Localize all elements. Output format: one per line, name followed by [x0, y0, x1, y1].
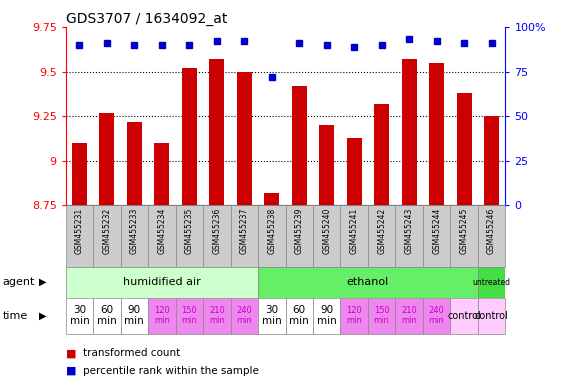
Bar [374, 104, 389, 384]
Text: GSM455231: GSM455231 [75, 207, 84, 253]
Text: ■: ■ [66, 348, 76, 358]
Bar [286, 298, 313, 334]
Text: 150
min: 150 min [182, 306, 197, 325]
Bar [66, 298, 93, 334]
Bar [340, 205, 368, 267]
Bar [182, 68, 197, 384]
Bar [395, 298, 423, 334]
Text: GSM455238: GSM455238 [267, 207, 276, 253]
Text: GSM455235: GSM455235 [185, 207, 194, 254]
Bar [93, 205, 120, 267]
Bar [478, 298, 505, 334]
Text: GSM455237: GSM455237 [240, 207, 249, 254]
Text: GSM455245: GSM455245 [460, 207, 469, 254]
Text: ▶: ▶ [39, 277, 46, 287]
Text: 240
min: 240 min [236, 306, 252, 325]
Text: GSM455236: GSM455236 [212, 207, 222, 254]
Text: percentile rank within the sample: percentile rank within the sample [83, 366, 259, 376]
Bar [127, 121, 142, 384]
Bar [319, 125, 334, 384]
Bar [203, 205, 231, 267]
Text: 90
min: 90 min [124, 305, 144, 326]
Text: 30
min: 30 min [262, 305, 282, 326]
Text: GSM455246: GSM455246 [487, 207, 496, 254]
Text: 210
min: 210 min [401, 306, 417, 325]
Bar [120, 205, 148, 267]
Bar [286, 205, 313, 267]
Bar [457, 93, 472, 384]
Bar [66, 205, 93, 267]
Text: control: control [447, 311, 481, 321]
Bar [395, 205, 423, 267]
Text: untreated: untreated [473, 278, 510, 287]
Bar [148, 298, 176, 334]
Bar [423, 298, 451, 334]
Text: GSM455240: GSM455240 [322, 207, 331, 254]
Bar [148, 205, 176, 267]
Text: GSM455239: GSM455239 [295, 207, 304, 254]
Text: 150
min: 150 min [374, 306, 389, 325]
Text: control: control [475, 311, 508, 321]
Bar [231, 298, 258, 334]
Text: 120
min: 120 min [346, 306, 362, 325]
Text: GSM455242: GSM455242 [377, 207, 386, 253]
Bar [258, 205, 286, 267]
Bar [66, 267, 258, 298]
Bar [292, 86, 307, 384]
Bar [313, 205, 340, 267]
Bar [72, 143, 87, 384]
Text: transformed count: transformed count [83, 348, 180, 358]
Bar [176, 298, 203, 334]
Bar [451, 205, 478, 267]
Bar [231, 205, 258, 267]
Text: GSM455243: GSM455243 [405, 207, 413, 254]
Bar [340, 298, 368, 334]
Bar [478, 267, 505, 298]
Bar [93, 298, 120, 334]
Text: ■: ■ [66, 366, 76, 376]
Bar [258, 298, 286, 334]
Text: 120
min: 120 min [154, 306, 170, 325]
Text: GSM455232: GSM455232 [102, 207, 111, 253]
Text: 240
min: 240 min [429, 306, 445, 325]
Bar [429, 63, 444, 384]
Bar [451, 298, 478, 334]
Bar [258, 267, 478, 298]
Bar [484, 116, 499, 384]
Bar [176, 205, 203, 267]
Bar [368, 205, 395, 267]
Bar [203, 298, 231, 334]
Bar [401, 59, 417, 384]
Bar [313, 298, 340, 334]
Bar [154, 143, 170, 384]
Text: 90
min: 90 min [317, 305, 336, 326]
Text: 210
min: 210 min [209, 306, 225, 325]
Text: humidified air: humidified air [123, 277, 201, 287]
Bar [347, 137, 362, 384]
Bar [423, 205, 451, 267]
Text: 60
min: 60 min [289, 305, 309, 326]
Bar [99, 113, 114, 384]
Text: GSM455244: GSM455244 [432, 207, 441, 254]
Text: time: time [3, 311, 28, 321]
Text: GSM455241: GSM455241 [349, 207, 359, 253]
Text: 60
min: 60 min [97, 305, 116, 326]
Text: ethanol: ethanol [347, 277, 389, 287]
Text: GSM455233: GSM455233 [130, 207, 139, 254]
Bar [368, 298, 395, 334]
Bar [264, 193, 279, 384]
Text: GDS3707 / 1634092_at: GDS3707 / 1634092_at [66, 12, 227, 26]
Text: ▶: ▶ [39, 311, 46, 321]
Bar [120, 298, 148, 334]
Bar [237, 71, 252, 384]
Text: agent: agent [3, 277, 35, 287]
Text: 30
min: 30 min [70, 305, 89, 326]
Bar [209, 59, 224, 384]
Text: GSM455234: GSM455234 [158, 207, 166, 254]
Bar [478, 205, 505, 267]
